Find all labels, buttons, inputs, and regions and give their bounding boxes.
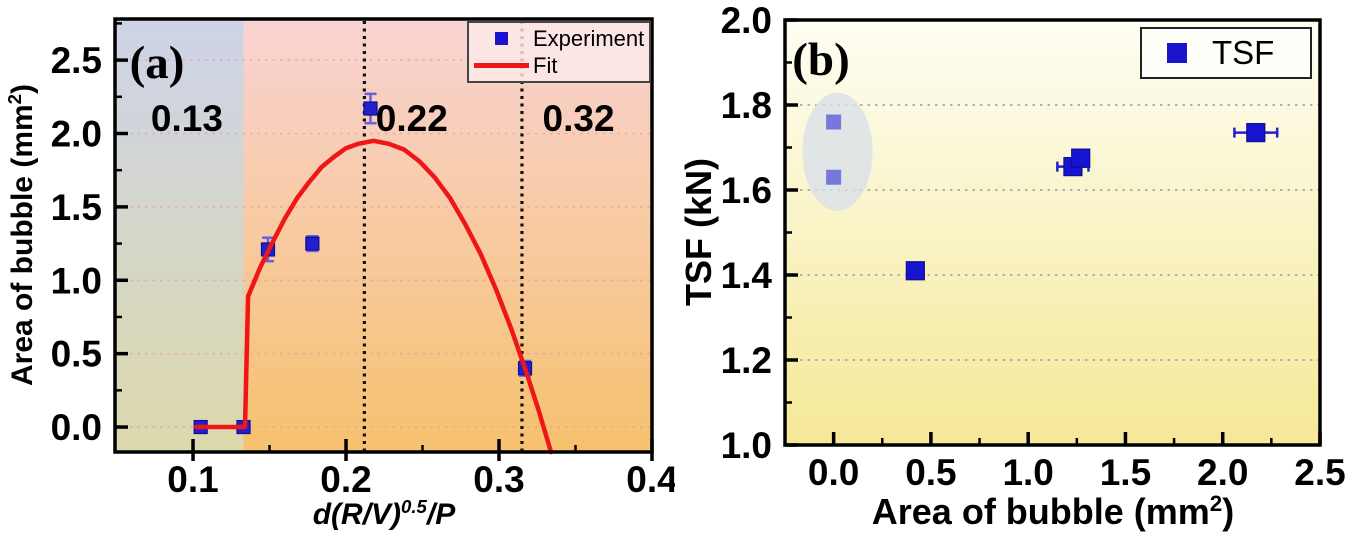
plot-frame — [113, 17, 654, 454]
chart-b-canvas: 0.0 0.5 1.0 1.5 2.0 2.5 1.0 1.2 1.4 1.6 1.8 2.0 — [721, 0, 1346, 493]
x-tick-label: 0.3 — [473, 459, 524, 500]
experiment-marker-swatch — [494, 32, 508, 45]
tsf-marker — [905, 261, 925, 281]
annotation-threshold-022: 0.22 — [375, 97, 448, 139]
panel-a: 0.1 0.2 0.3 0.4 0.0 0.5 1.0 1.5 2.0 2.5 (a) 0.13 … — [4, 17, 675, 532]
y-axis-label-b-text: TSF (kN) — [678, 158, 719, 306]
annotation-threshold-032: 0.32 — [542, 97, 615, 139]
region-band — [243, 19, 652, 452]
y-axis-label-b: TSF (kN) — [678, 158, 720, 306]
x-axis-label-a-close: /P — [426, 498, 456, 531]
swatch-cell — [469, 32, 533, 45]
panel-a-label: (a) — [129, 37, 185, 89]
y-axis-label-a-text: Area of bubble (mm — [6, 104, 39, 387]
panel-b: 0.0 0.5 1.0 1.5 2.0 2.5 1.0 1.2 1.4 1.6 1.8 2.0 (b)… — [675, 0, 1350, 544]
y-tick-label: 2.5 — [51, 40, 102, 81]
region-band — [115, 19, 244, 452]
x-axis-label-b-text: Area of bubble (mm — [871, 491, 1210, 532]
x-tick-label: 2.0 — [1197, 452, 1248, 493]
x-tick-label: 1.0 — [1002, 452, 1053, 493]
y-axis-label-a: Area of bubble (mm2) — [4, 84, 40, 386]
tsf-marker — [1246, 123, 1266, 143]
y-axis-label-a-sup: 2 — [4, 93, 25, 105]
experiment-marker — [363, 101, 378, 116]
region-band — [785, 20, 1320, 445]
tsf-marker — [1071, 148, 1091, 168]
tsf-marker-swatch — [1167, 43, 1187, 63]
annotation-threshold-013: 0.13 — [150, 97, 223, 139]
swatch-cell — [1142, 43, 1212, 63]
y-tick-label: 1.2 — [721, 340, 772, 381]
x-tick-label: 0.5 — [905, 452, 956, 493]
highlight-ellipse — [802, 92, 873, 211]
legend-item-experiment: Experiment — [469, 26, 649, 52]
legend-b: TSF — [1140, 27, 1312, 79]
x-tick-label: 1.5 — [1100, 452, 1151, 493]
x-axis-label-a: d(R/V)0.5/P — [313, 496, 456, 532]
chart-a-canvas: 0.1 0.2 0.3 0.4 0.0 0.5 1.0 1.5 2.0 2.5 — [51, 17, 675, 500]
legend-item-fit: Fit — [469, 53, 649, 79]
x-axis-label-a-text: d(R/V) — [312, 498, 402, 531]
y-axis-label-a-close: ) — [6, 83, 39, 94]
fit-line — [193, 138, 554, 455]
y-tick-label: 2.0 — [721, 0, 772, 41]
x-axis-label-b-sup: 2 — [1209, 491, 1223, 516]
y-tick-label: 1.0 — [51, 260, 102, 301]
x-axis-label-b-close: ) — [1222, 491, 1235, 532]
x-tick-label: 0.4 — [626, 459, 675, 500]
y-tick-label: 1.8 — [721, 85, 772, 126]
y-tick-label: 0.0 — [51, 407, 102, 448]
legend-item-tsf: TSF — [1142, 34, 1310, 72]
y-tick-label: 1.4 — [721, 255, 773, 296]
x-tick-label: 2.5 — [1294, 452, 1345, 493]
x-axis-label-a-sup: 0.5 — [401, 496, 427, 517]
legend-label-fit: Fit — [533, 52, 558, 78]
experiment-marker — [305, 236, 320, 251]
legend-label-experiment: Experiment — [533, 25, 645, 51]
y-tick-label: 0.5 — [51, 334, 102, 375]
panel-b-label: (b) — [792, 34, 850, 86]
x-tick-label: 0.0 — [808, 452, 859, 493]
tsf-marker-light — [826, 169, 842, 185]
y-tick-label: 1.0 — [721, 425, 772, 466]
y-tick-label: 1.6 — [721, 170, 772, 211]
legend-a: Experiment Fit — [467, 21, 651, 83]
x-tick-label: 0.2 — [320, 459, 371, 500]
x-axis-label-b: Area of bubble (mm2) — [872, 491, 1234, 533]
x-tick-label: 0.1 — [167, 459, 218, 500]
y-tick-label: 2.0 — [51, 113, 102, 154]
fit-line-swatch — [474, 63, 529, 68]
tsf-marker-light — [826, 114, 842, 130]
legend-label-tsf: TSF — [1212, 34, 1275, 71]
y-tick-label: 1.5 — [51, 187, 102, 228]
